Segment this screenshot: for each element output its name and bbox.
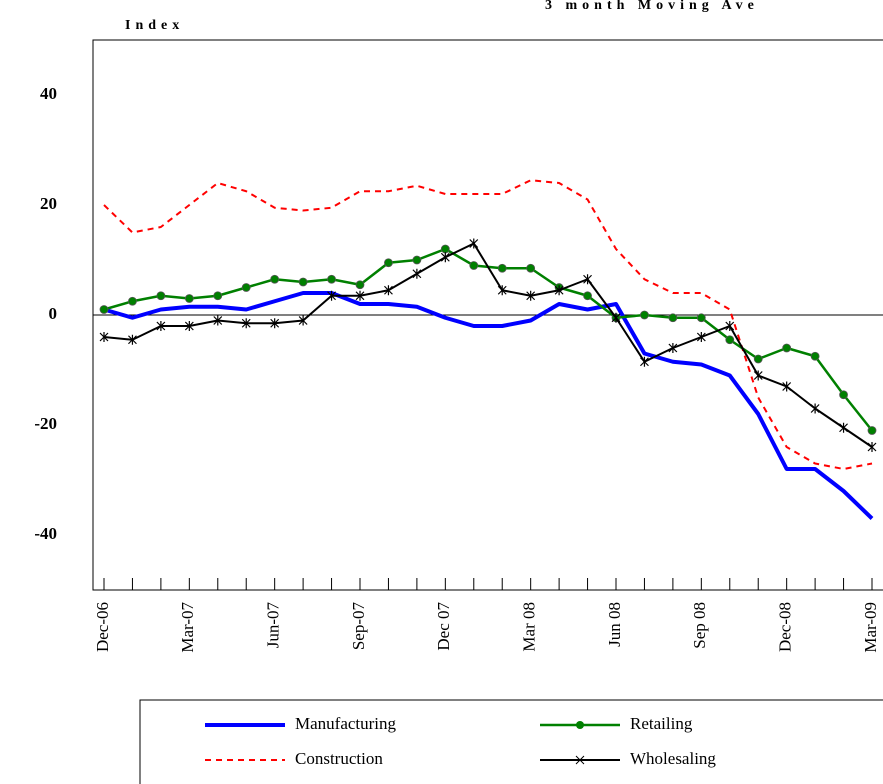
point — [384, 258, 393, 268]
point — [753, 370, 763, 381]
point — [526, 290, 536, 301]
point — [696, 332, 706, 342]
point — [469, 238, 479, 249]
point — [213, 315, 223, 326]
legend-label: Manufacturing — [295, 714, 397, 733]
point — [99, 305, 109, 314]
legend-marker — [576, 721, 584, 729]
point — [241, 283, 251, 292]
point — [497, 263, 507, 273]
y-axis-label: Index — [125, 18, 184, 33]
point — [782, 343, 792, 353]
legend-label: Retailing — [630, 714, 693, 733]
point — [867, 426, 877, 435]
x-tick-label: Sep-07 — [349, 602, 368, 651]
legend-label: Construction — [295, 749, 383, 768]
line-2 — [103, 247, 873, 432]
y-tick-label: 40 — [40, 84, 57, 103]
point — [497, 285, 507, 296]
x-tick-label: Mar 08 — [520, 602, 539, 652]
point — [640, 356, 649, 367]
point — [156, 291, 166, 301]
point — [583, 274, 592, 285]
y-tick-label: 0 — [49, 304, 58, 323]
point — [640, 310, 649, 320]
point — [270, 274, 280, 284]
point — [298, 315, 308, 326]
point — [156, 321, 166, 331]
point — [128, 334, 137, 345]
point — [355, 290, 365, 301]
legend-box — [139, 699, 883, 784]
x-tick-label: Dec 07 — [434, 602, 453, 651]
chart-title: 3 month Moving Ave — [545, 0, 759, 13]
y-tick-label: -40 — [34, 524, 57, 543]
point — [184, 321, 194, 331]
point — [270, 318, 280, 329]
point — [99, 332, 109, 342]
point — [298, 277, 308, 287]
point — [725, 335, 735, 345]
point — [327, 290, 336, 301]
point — [469, 261, 479, 270]
legend-marker — [575, 755, 585, 765]
legend-label: Wholesaling — [630, 749, 716, 768]
x-tick-label: Jun-07 — [264, 602, 283, 649]
point — [554, 285, 564, 296]
point — [184, 294, 194, 303]
point — [867, 442, 877, 452]
point — [839, 422, 848, 433]
x-tick-label: Mar-09 — [861, 602, 880, 653]
point — [213, 291, 223, 301]
y-tick-label: -20 — [34, 414, 57, 433]
point — [355, 280, 365, 290]
point — [782, 381, 792, 392]
point — [668, 343, 678, 353]
point — [327, 274, 336, 284]
point — [810, 351, 820, 361]
point — [696, 313, 706, 323]
point — [753, 354, 763, 364]
x-tick-label: Dec-06 — [93, 602, 112, 652]
point — [412, 255, 422, 265]
point — [128, 296, 137, 306]
point — [526, 263, 536, 273]
line-0 — [103, 291, 874, 520]
line-3 — [103, 242, 873, 448]
x-tick-label: Dec-08 — [776, 602, 795, 652]
x-tick-label: Mar-07 — [178, 602, 197, 653]
line-1 — [103, 179, 873, 470]
point — [810, 403, 820, 414]
point — [611, 312, 621, 323]
y-tick-label: 20 — [40, 194, 57, 213]
point — [384, 285, 393, 296]
point — [668, 313, 678, 323]
x-tick-label: Jun 08 — [605, 602, 624, 647]
x-tick-label: Sep 08 — [690, 602, 709, 649]
point — [440, 244, 450, 254]
point — [839, 390, 848, 400]
point — [412, 268, 422, 279]
point — [725, 321, 735, 331]
point — [241, 318, 251, 329]
point — [583, 291, 592, 301]
point — [440, 252, 450, 263]
